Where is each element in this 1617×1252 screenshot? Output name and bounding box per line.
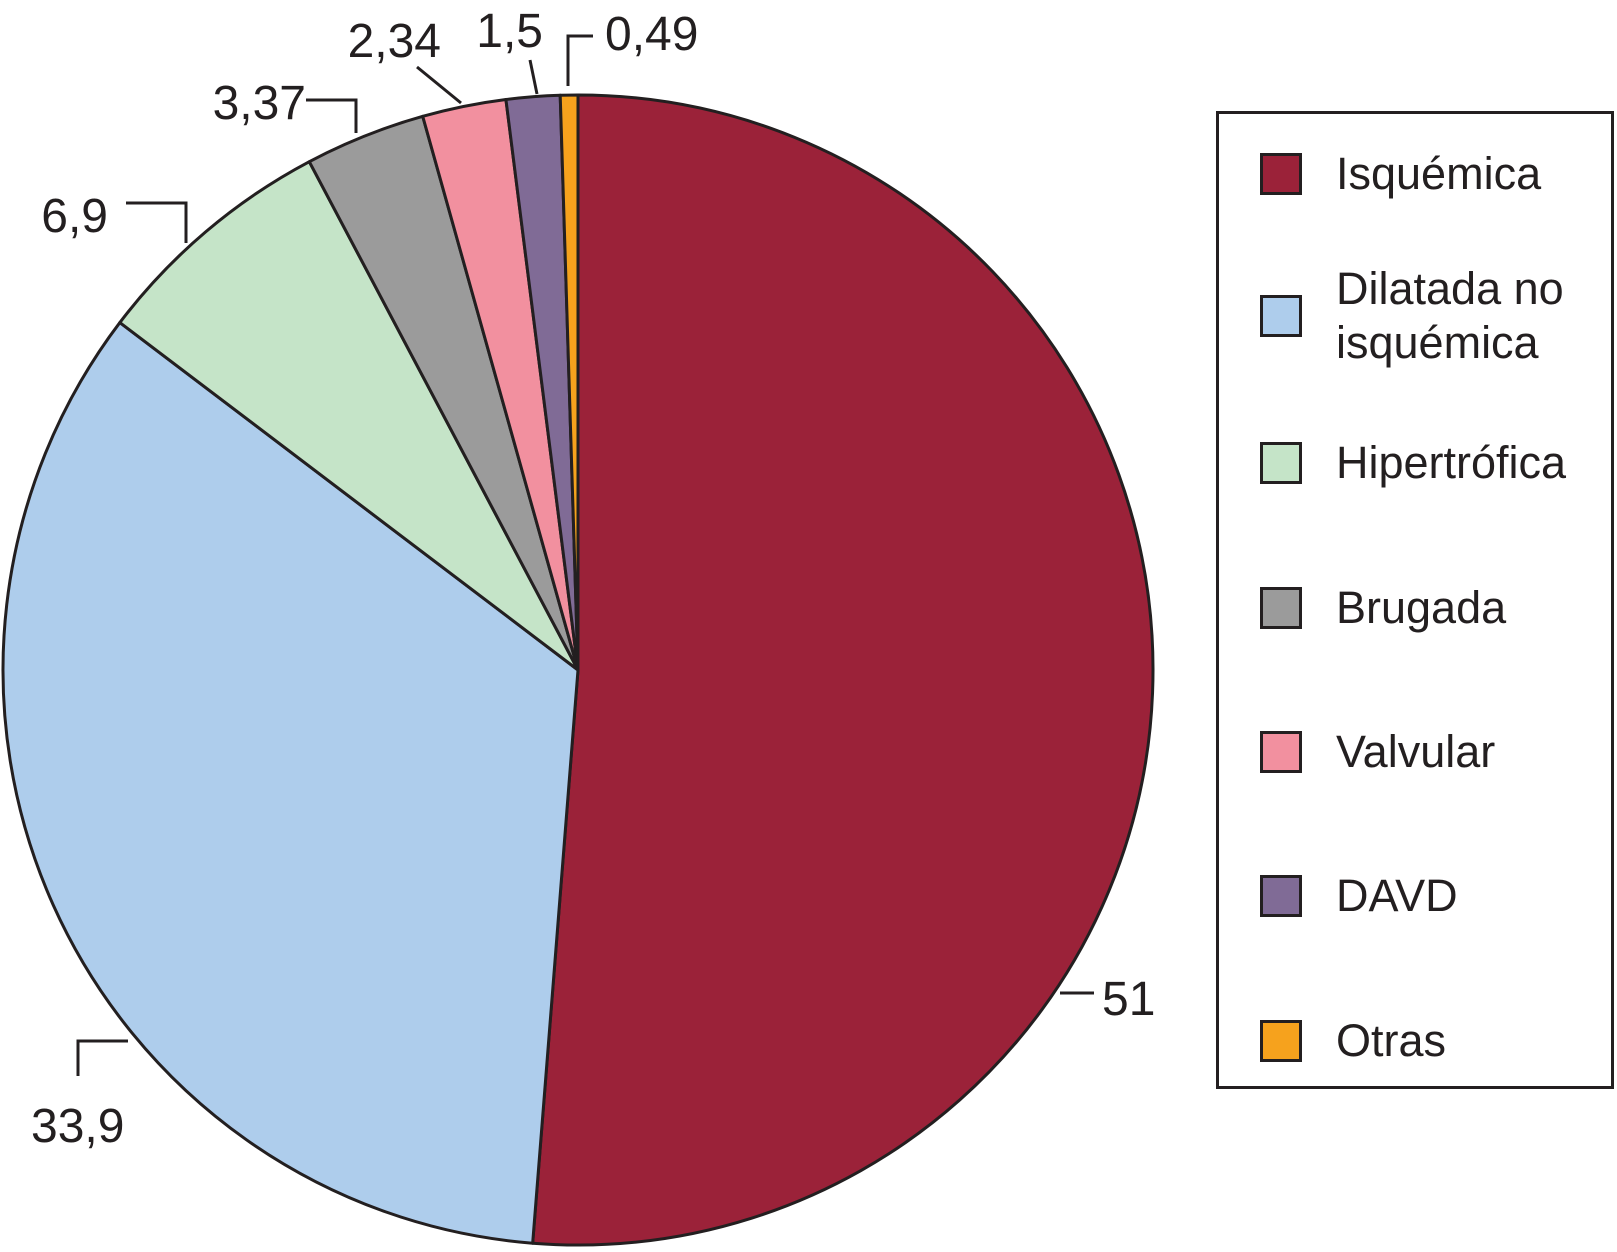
legend-swatch xyxy=(1260,875,1302,917)
legend-label: Hipertrófica xyxy=(1336,437,1567,488)
pie-slice-otras xyxy=(558,93,580,672)
legend-swatch xyxy=(1260,442,1302,484)
legend-label: Otras xyxy=(1336,1015,1447,1066)
legend-label: Dilatada no isquémica xyxy=(1336,263,1564,368)
value-label-dilatada-no-isquemica: 33,9 xyxy=(31,1100,124,1153)
value-label-hipertrofica: 6,9 xyxy=(41,190,108,243)
legend-swatch xyxy=(1260,587,1302,629)
legend-label: Brugada xyxy=(1336,582,1507,633)
legend-label: Isquémica xyxy=(1336,148,1542,199)
legend-swatch xyxy=(1260,153,1302,195)
legend-item-isquemica: Isquémica xyxy=(1260,147,1596,201)
pie-slices xyxy=(1,93,1155,1247)
value-label-brugada: 3,37 xyxy=(213,77,306,130)
legend-item-davd: DAVD xyxy=(1260,869,1596,923)
value-label-isquemica: 51 xyxy=(1102,973,1155,1026)
legend-swatch xyxy=(1260,295,1302,337)
legend-item-valvular: Valvular xyxy=(1260,725,1596,779)
legend-swatch xyxy=(1260,1020,1302,1062)
legend-label: Valvular xyxy=(1336,726,1496,777)
legend-swatch xyxy=(1260,731,1302,773)
legend-item-dilatada: Dilatada no isquémica xyxy=(1260,262,1596,370)
value-label-valvular: 2,34 xyxy=(348,15,441,68)
legend-item-brugada: Brugada xyxy=(1260,581,1596,635)
pie-slice-hipertrofica xyxy=(118,160,580,672)
leader-line-brugada xyxy=(306,98,358,133)
legend-item-otras: Otras xyxy=(1260,1014,1596,1068)
pie-slice-isquemica xyxy=(531,93,1155,1247)
label-leader-lines xyxy=(76,34,1094,1076)
leader-line-hipertrofica xyxy=(126,201,188,243)
legend-item-hipertrofica: Hipertrófica xyxy=(1260,436,1596,490)
legend: Isquémica Dilatada no isquémica Hipertró… xyxy=(1216,111,1614,1089)
pie-slice-dilatada-no-isquemica xyxy=(1,321,580,1245)
value-labels: 51 33,9 6,9 3,37 2,34 1,5 0,49 xyxy=(31,5,1155,1153)
leader-line-valvular xyxy=(416,65,462,105)
leader-line-otras xyxy=(566,34,593,86)
value-label-davd: 1,5 xyxy=(476,5,543,58)
legend-label: DAVD xyxy=(1336,870,1458,921)
leader-line-dilatada-no-isquemica xyxy=(76,1039,128,1076)
leader-line-davd xyxy=(528,59,539,95)
value-label-otras: 0,49 xyxy=(605,8,698,61)
